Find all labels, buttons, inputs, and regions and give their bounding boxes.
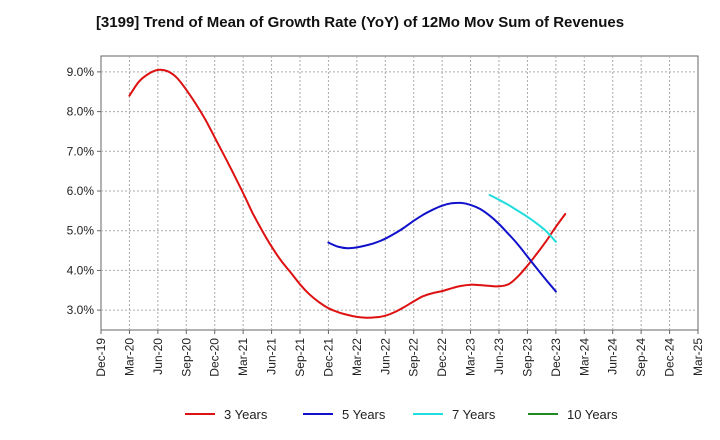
y-tick-label: 4.0% <box>67 263 95 277</box>
legend: 3 Years 5 Years 7 Years 10 Years <box>185 407 618 422</box>
x-tick-label: Mar-20 <box>122 338 136 376</box>
series-line-3-years <box>128 68 567 319</box>
grid-layer <box>101 56 698 330</box>
series-line-5-years <box>327 201 557 293</box>
x-tick-label: Jun-23 <box>492 338 506 375</box>
x-tick-label: Sep-23 <box>520 338 534 377</box>
x-tick-label: Jun-24 <box>606 338 620 375</box>
series-line-7-years <box>488 194 557 243</box>
y-tick-label: 8.0% <box>67 105 95 119</box>
legend-label-10-years: 10 Years <box>567 407 618 422</box>
x-tick-label: Mar-22 <box>350 338 364 376</box>
x-tick-label: Sep-21 <box>293 338 307 377</box>
legend-label-7-years: 7 Years <box>452 407 496 422</box>
x-tick-label: Sep-20 <box>179 338 193 377</box>
x-tick-label: Jun-20 <box>151 338 165 375</box>
chart-title: [3199] Trend of Mean of Growth Rate (YoY… <box>95 14 625 31</box>
x-tick-label: Mar-24 <box>577 338 591 376</box>
x-tick-label: Mar-21 <box>236 338 250 376</box>
x-tick-label: Dec-21 <box>321 338 335 377</box>
x-axis: Dec-19 Mar-20 Jun-20 Sep-20 Dec-20 Mar-21 Jun-… <box>94 330 705 377</box>
y-tick-label: 5.0% <box>67 224 95 238</box>
series-layer <box>128 68 567 319</box>
x-tick-label: Sep-24 <box>634 338 648 377</box>
x-tick-label: Dec-22 <box>435 338 449 377</box>
legend-label-5-years: 5 Years <box>342 407 386 422</box>
x-tick-label: Dec-19 <box>94 338 108 377</box>
x-tick-label: Dec-23 <box>549 338 563 377</box>
y-tick-label: 9.0% <box>67 65 95 79</box>
y-tick-label: 6.0% <box>67 184 95 198</box>
x-tick-label: Mar-23 <box>464 338 478 376</box>
y-tick-label: 3.0% <box>67 303 95 317</box>
x-tick-label: Jun-22 <box>378 338 392 375</box>
x-tick-label: Sep-22 <box>407 338 421 377</box>
x-tick-label: Dec-24 <box>663 338 677 377</box>
y-axis: 3.0% 4.0% 5.0% 6.0% 7.0% 8.0% 9.0% <box>67 65 101 317</box>
y-tick-label: 7.0% <box>67 144 95 158</box>
x-tick-label: Mar-25 <box>691 338 705 376</box>
legend-label-3-years: 3 Years <box>224 407 268 422</box>
x-tick-label: Dec-20 <box>208 338 222 377</box>
x-tick-label: Jun-21 <box>265 338 279 375</box>
plot-area-border <box>100 55 699 331</box>
